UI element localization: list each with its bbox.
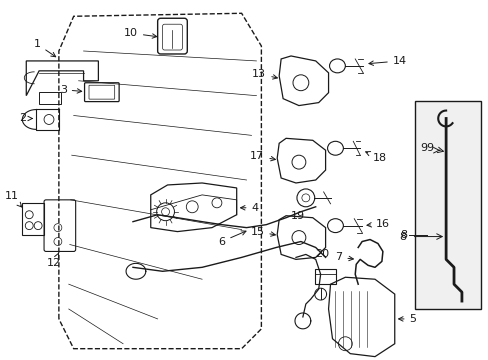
Text: 6: 6 bbox=[218, 231, 245, 247]
Text: 10: 10 bbox=[123, 28, 157, 38]
Text: 14: 14 bbox=[368, 56, 406, 66]
Text: 18: 18 bbox=[365, 152, 386, 163]
Text: 8: 8 bbox=[400, 230, 407, 239]
Text: 19: 19 bbox=[290, 211, 305, 221]
Bar bbox=[414, 100, 480, 309]
Text: 20: 20 bbox=[315, 249, 329, 260]
Text: 8: 8 bbox=[399, 231, 406, 242]
Text: 2: 2 bbox=[19, 113, 32, 123]
Text: 11: 11 bbox=[4, 191, 21, 207]
Text: 16: 16 bbox=[366, 219, 389, 229]
Bar bbox=[39, 92, 61, 104]
Text: 12: 12 bbox=[47, 253, 61, 268]
Text: 7: 7 bbox=[335, 252, 353, 262]
Text: 15: 15 bbox=[250, 226, 275, 237]
Text: 17: 17 bbox=[250, 151, 275, 161]
Text: 3: 3 bbox=[60, 85, 81, 95]
Text: 13: 13 bbox=[252, 69, 277, 79]
Text: 4: 4 bbox=[240, 203, 258, 213]
Text: 5: 5 bbox=[398, 314, 416, 324]
Text: 9: 9 bbox=[425, 143, 432, 153]
Bar bbox=[314, 269, 336, 284]
Text: 1: 1 bbox=[34, 39, 56, 57]
Bar bbox=[22, 203, 44, 235]
Text: 9: 9 bbox=[419, 143, 427, 153]
